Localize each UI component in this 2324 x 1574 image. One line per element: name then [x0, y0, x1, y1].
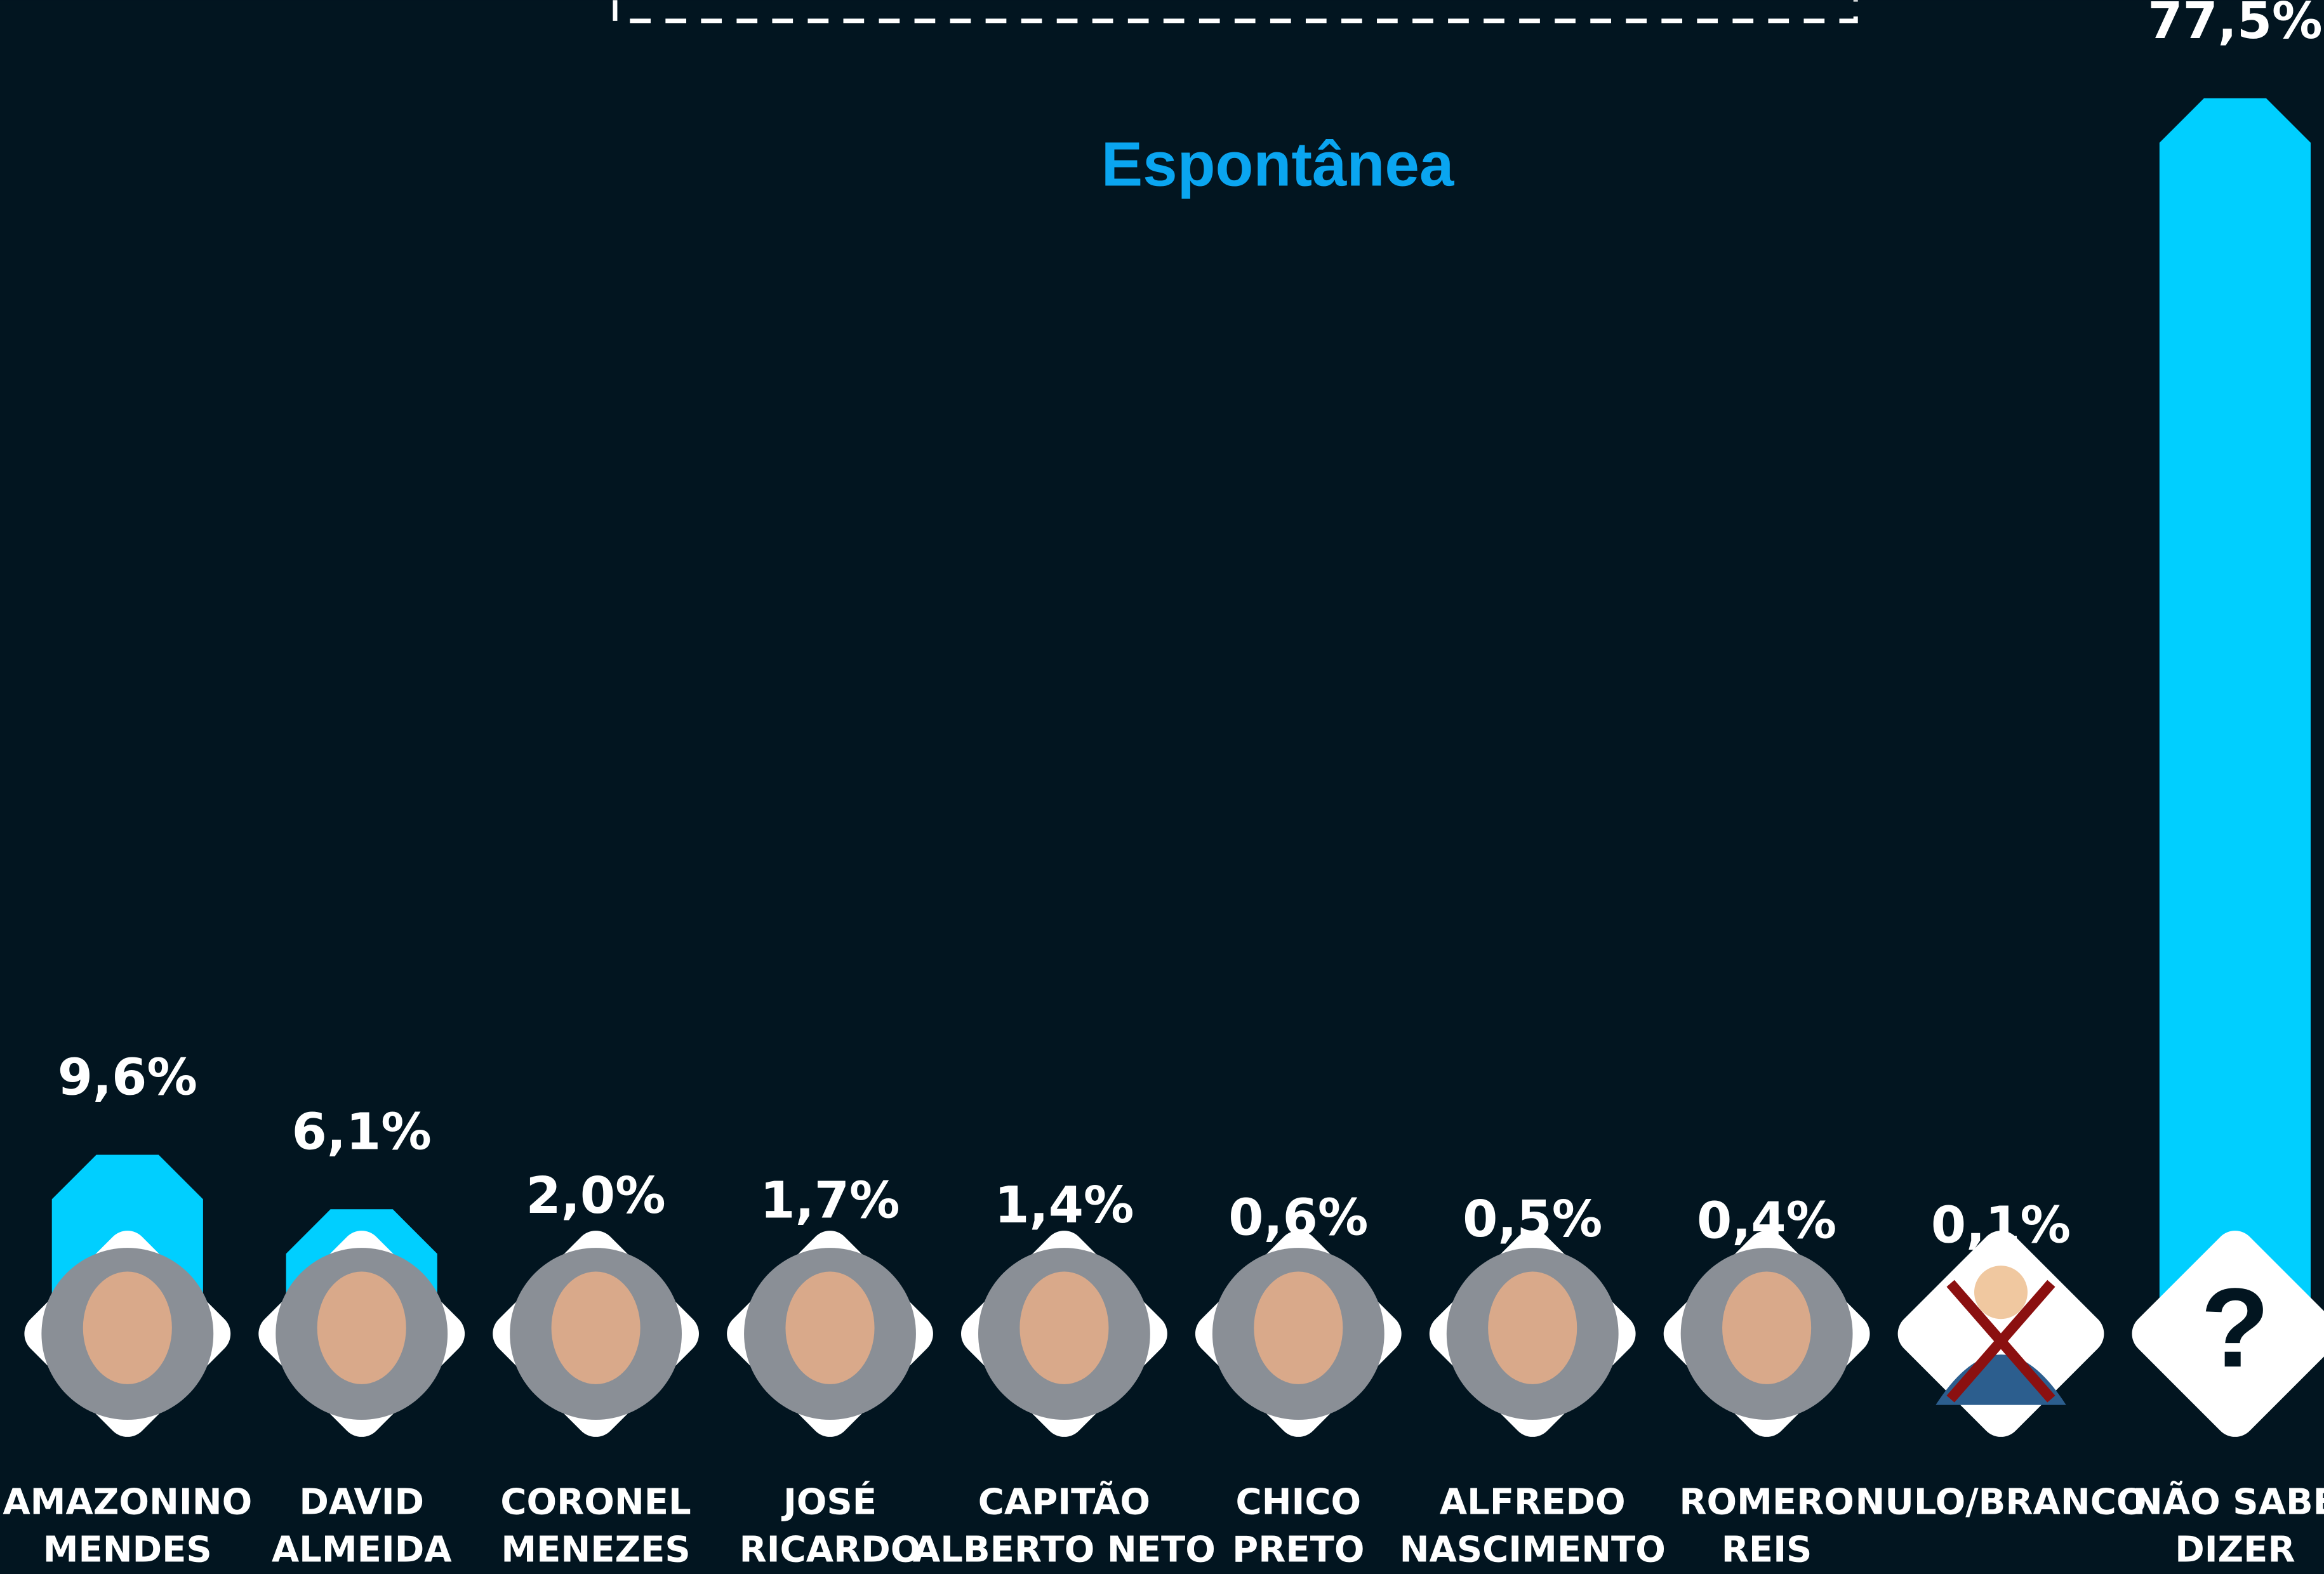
- portrait-face: [1488, 1271, 1577, 1384]
- category-label: JOSÉ: [781, 1480, 877, 1523]
- category-label: ROMERO: [1679, 1482, 1854, 1523]
- value-label: 6,1%: [292, 1102, 432, 1161]
- value-label: 1,7%: [760, 1170, 900, 1229]
- category-label: NASCIMENTO: [1400, 1529, 1666, 1570]
- portrait-face: [83, 1271, 172, 1384]
- category-label: ALMEIDA: [272, 1529, 452, 1570]
- avatar-body: [1936, 1354, 2066, 1405]
- category-label: RICARDO: [740, 1529, 921, 1570]
- category-label: CAPITÃO: [978, 1480, 1150, 1523]
- portrait-face: [1019, 1271, 1109, 1384]
- category-label: DAVID: [299, 1482, 424, 1523]
- header-box: [613, 0, 1858, 23]
- portrait-frame: [2132, 1231, 2324, 1437]
- category-label: NULO/BRANCO: [1856, 1482, 2147, 1523]
- category-label: DIZER: [2175, 1529, 2295, 1570]
- value-label: 2,0%: [526, 1166, 666, 1225]
- portrait-face: [1254, 1271, 1343, 1384]
- cross: [1946, 1280, 2055, 1403]
- category-label: ALFREDO: [1440, 1482, 1626, 1523]
- category-label: ALBERTO NETO: [913, 1529, 1216, 1570]
- category-label: MENEZES: [501, 1529, 690, 1570]
- category-label: NÃO SABE: [2133, 1480, 2324, 1523]
- unknown-symbol: ?: [2201, 1264, 2269, 1391]
- value-label: 1,4%: [994, 1175, 1134, 1234]
- portrait-face: [551, 1271, 641, 1384]
- chart-title: Espontânea: [1101, 129, 1455, 199]
- category-label: AMAZONINO: [3, 1482, 252, 1523]
- category-label: PRETO: [1232, 1529, 1364, 1570]
- portrait-face: [1722, 1271, 1812, 1384]
- category-label: CORONEL: [500, 1482, 691, 1523]
- value-label: 77,5%: [2148, 0, 2322, 50]
- category-label: CHICO: [1236, 1482, 1362, 1523]
- value-label: 9,6%: [58, 1048, 197, 1107]
- bar: [2159, 98, 2311, 1304]
- avatar-head: [1974, 1266, 2028, 1319]
- portrait-face: [785, 1271, 875, 1384]
- category-label: REIS: [1722, 1529, 1812, 1570]
- category-label: MENDES: [43, 1529, 212, 1570]
- portrait-face: [317, 1271, 406, 1384]
